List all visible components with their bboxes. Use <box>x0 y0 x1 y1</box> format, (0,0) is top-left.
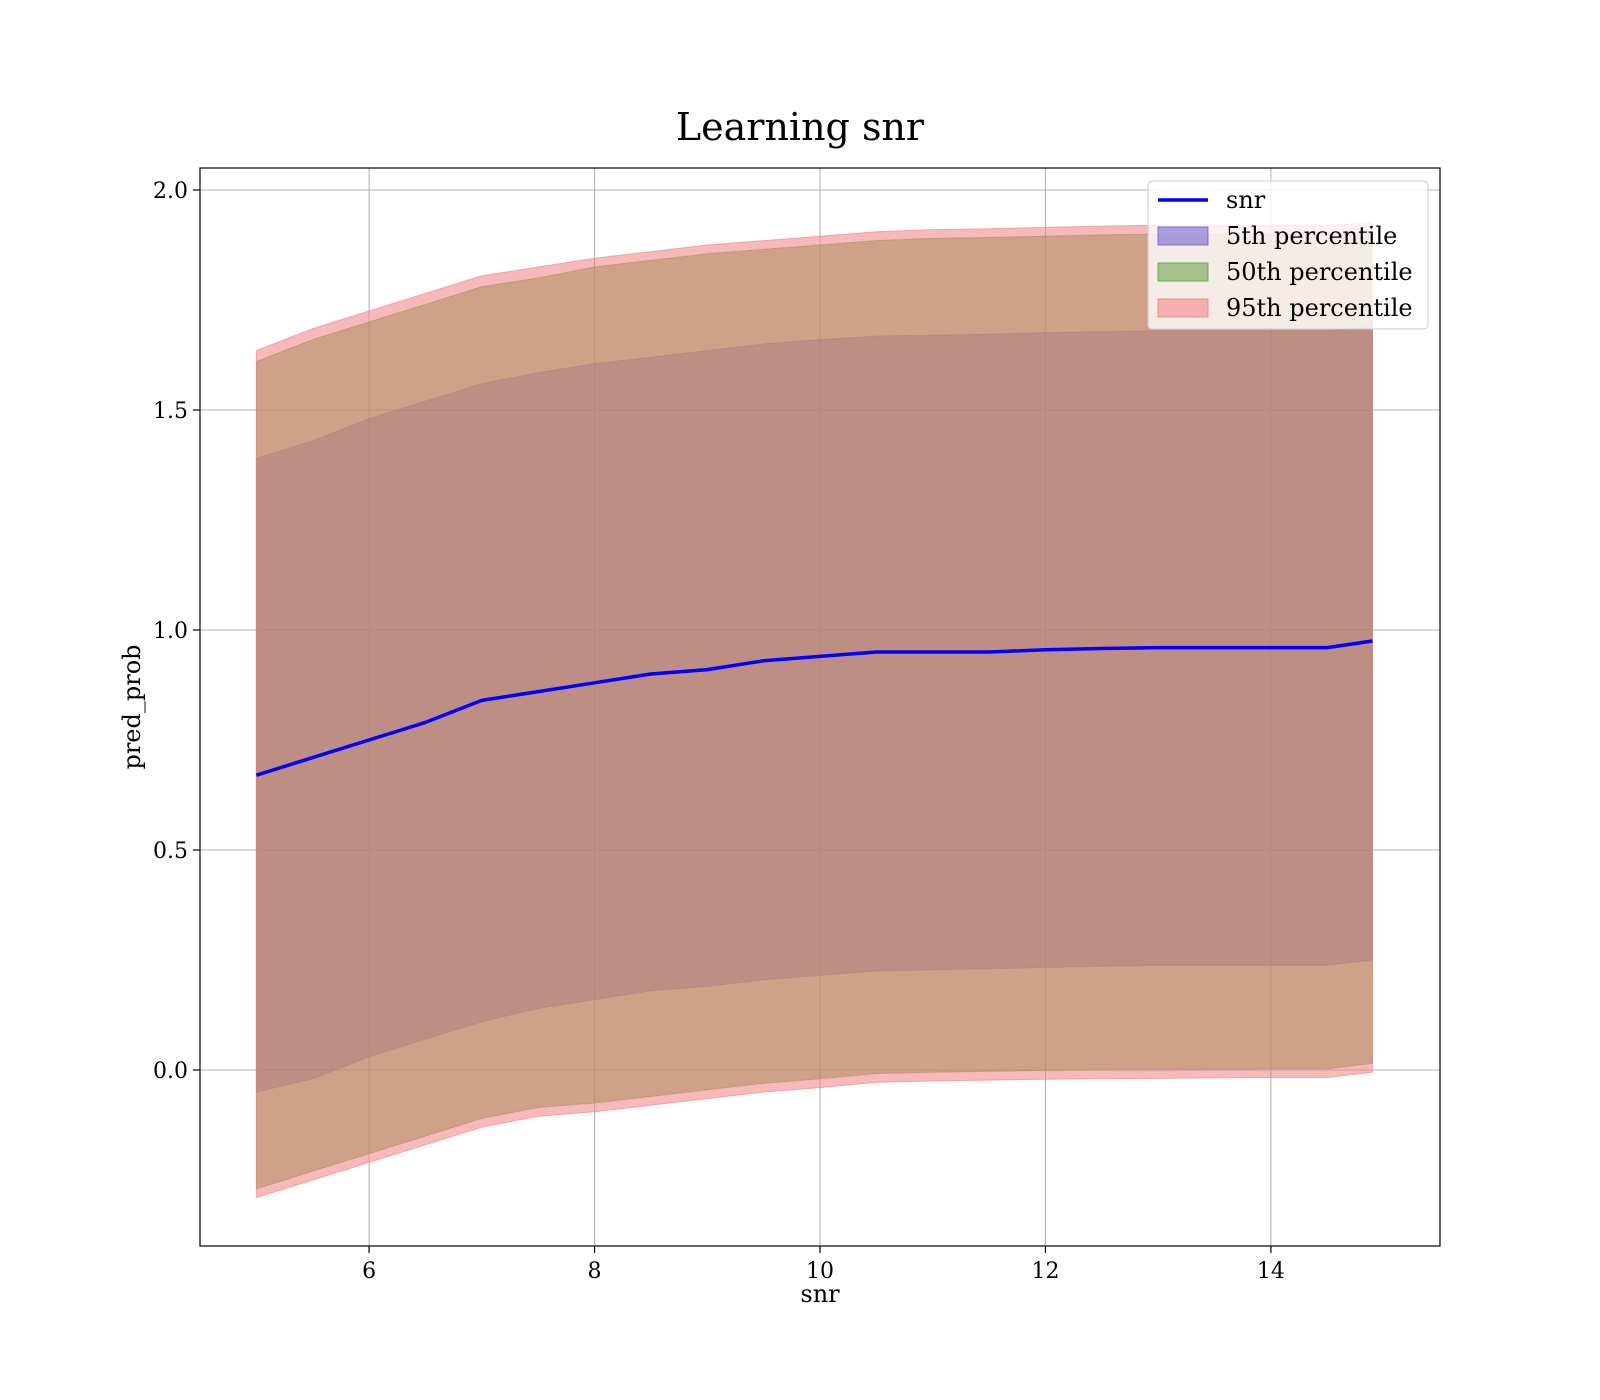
y-tick-label: 2.0 <box>153 179 188 204</box>
ticks: 6 8 10 12 14 0.0 0.5 1.0 1.5 2.0 <box>153 179 1285 1284</box>
bands <box>255 222 1373 1199</box>
chart-title: Learning snr <box>676 105 925 149</box>
y-tick-label: 1.5 <box>153 399 188 424</box>
x-tick-label: 14 <box>1257 1259 1285 1284</box>
y-tick-label: 1.0 <box>153 619 188 644</box>
legend-label: 5th percentile <box>1226 222 1397 250</box>
x-tick-label: 6 <box>362 1259 376 1284</box>
legend-swatch <box>1157 226 1209 246</box>
x-axis-label: snr <box>800 1280 840 1308</box>
lines <box>255 639 1373 777</box>
legend-label: 95th percentile <box>1226 294 1413 322</box>
y-tick-label: 0.5 <box>153 839 188 864</box>
legend-swatch <box>1157 262 1209 282</box>
y-tick-label: 0.0 <box>153 1059 188 1084</box>
x-tick-label: 8 <box>588 1259 602 1284</box>
x-tick-label: 12 <box>1031 1259 1059 1284</box>
band-95th-percentile <box>255 222 1373 1199</box>
legend-swatch <box>1157 298 1209 318</box>
legend: snr 5th percentile 50th percentile 95th per… <box>1147 180 1429 330</box>
legend-label: 50th percentile <box>1226 258 1413 286</box>
legend-label: snr <box>1226 186 1266 214</box>
legend-box <box>1147 180 1429 330</box>
x-tick-label: 10 <box>806 1259 834 1284</box>
series-line-snr <box>255 639 1373 777</box>
y-axis-label: pred_prob <box>118 644 146 769</box>
